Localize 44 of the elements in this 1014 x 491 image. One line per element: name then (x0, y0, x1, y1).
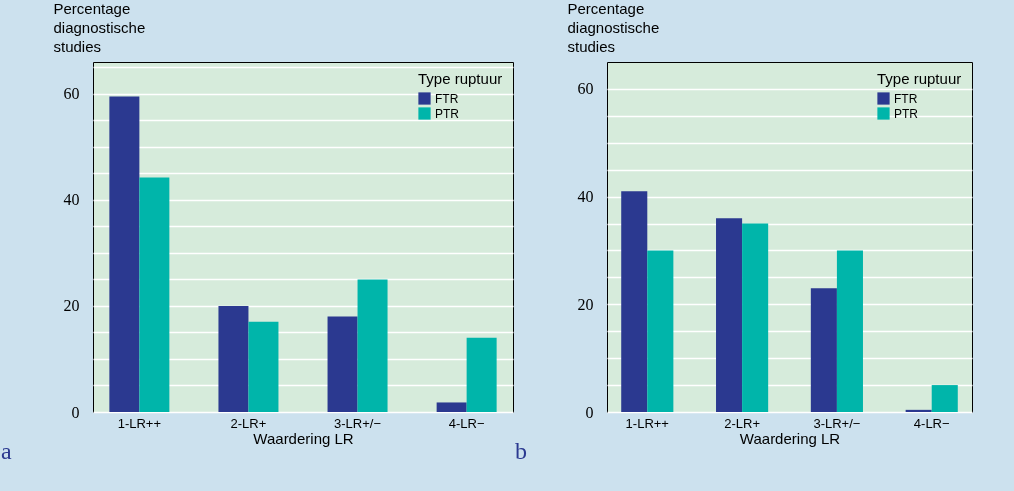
text: a (1, 438, 12, 464)
bar (931, 385, 958, 412)
legend-title: Type ruptuur (418, 70, 503, 87)
y-axis-title: Percentage diagnostische studies (567, 0, 660, 55)
bar (248, 321, 279, 412)
y-axis-title: Percentage diagnostische studies (53, 0, 146, 55)
bar (647, 250, 674, 412)
legend-label: PTR (894, 106, 919, 121)
x-tick-label: 4-LR− (913, 415, 950, 431)
x-axis-title: Waardering LR (253, 429, 354, 447)
x-tick-label: 3-LR+/− (813, 415, 861, 431)
bar (466, 337, 497, 412)
x-tick-label: 1-LR++ (625, 415, 669, 431)
x-tick-label: 2-LR+ (724, 415, 760, 431)
bar (218, 305, 249, 412)
legend-label: PTR (435, 106, 460, 121)
bar (327, 316, 358, 412)
bar (716, 218, 743, 412)
y-tick-label: 0 (585, 403, 594, 421)
x-axis-title: Waardering LR (739, 429, 841, 447)
x-tick-label: 4-LR− (448, 415, 485, 431)
bar (357, 279, 388, 412)
bar (836, 250, 863, 412)
x-tick-label: 1-LR++ (117, 415, 162, 431)
legend-label: FTR (435, 91, 459, 106)
bar (810, 288, 837, 412)
bar (742, 223, 769, 412)
y-tick-label: 60 (577, 80, 594, 98)
bar (621, 191, 648, 412)
legend-title: Type ruptuur (877, 70, 962, 87)
bar (905, 409, 932, 412)
y-tick-label: 0 (71, 403, 80, 421)
legend-label: FTR (894, 91, 918, 106)
x-tick-label: 3-LR+/− (334, 415, 382, 431)
x-tick-label: 2-LR+ (230, 415, 267, 431)
bar (139, 177, 170, 412)
bar (436, 402, 467, 412)
y-tick-label: 40 (63, 191, 80, 209)
y-tick-label: 40 (577, 188, 594, 206)
y-tick-label: 60 (63, 85, 80, 103)
y-tick-label: 20 (63, 297, 80, 315)
y-tick-label: 20 (577, 295, 594, 313)
text: b (515, 438, 527, 464)
bar (109, 96, 140, 412)
